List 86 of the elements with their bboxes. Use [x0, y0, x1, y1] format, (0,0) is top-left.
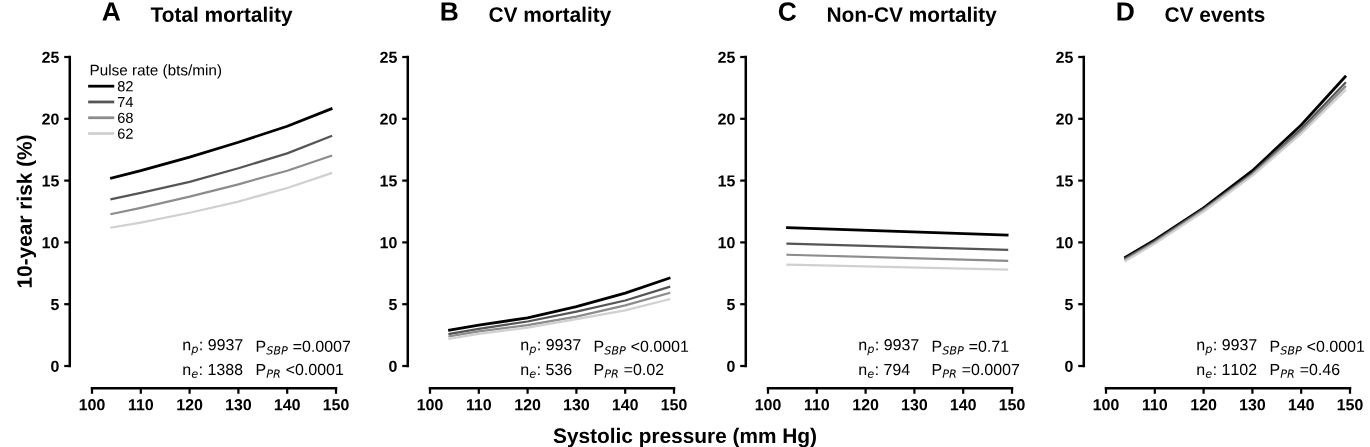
y-tick-label: 10	[718, 237, 735, 249]
y-tick-label: 20	[42, 113, 59, 125]
annotation: P$_{PR}$ =0.46	[1270, 363, 1340, 378]
y-tick-label: 10	[1056, 237, 1073, 249]
annotation: n$_{e}$: 536	[521, 363, 572, 378]
legend-label: 62	[117, 128, 133, 139]
annotation: n$_{e}$: 794	[859, 363, 910, 378]
x-tick-label: 110	[804, 399, 830, 411]
annotation: n$_{p}$: 9937	[183, 339, 243, 356]
annotation: P$_{SBP}$ <0.0001	[1270, 340, 1365, 355]
x-tick-label: 130	[902, 399, 928, 411]
x-tick-label: 150	[323, 399, 349, 411]
annotation: P$_{PR}$ =0.02	[594, 363, 664, 378]
y-tick-label: 15	[718, 175, 735, 187]
x-tick-label: 150	[661, 399, 687, 411]
y-tick-label: 5	[726, 299, 735, 311]
y-tick-label: 0	[51, 360, 59, 372]
x-tick-label: 140	[612, 399, 638, 411]
annotation: n$_{p}$: 9937	[859, 339, 919, 356]
legend-title: Pulse rate (bts/min)	[90, 64, 222, 79]
annotation: P$_{SBP}$ <0.0001	[594, 340, 689, 355]
y-tick-label: 15	[380, 175, 397, 187]
x-tick-label: 140	[950, 399, 976, 411]
chart-subtitle: Total mortality	[150, 6, 293, 27]
line-series	[110, 154, 333, 216]
annotation: P$_{PR}$ =0.0007	[932, 363, 1020, 378]
x-tick-label: 110	[466, 399, 492, 411]
x-tick-label: 110	[1142, 399, 1168, 411]
y-tick-label: 0	[389, 360, 397, 372]
annotation: n$_{e}$: 1102	[1197, 363, 1257, 378]
x-tick-label: 120	[177, 399, 203, 411]
line-series	[110, 172, 333, 229]
x-tick-label: 130	[226, 399, 252, 411]
x-tick-label: 140	[274, 399, 300, 411]
y-tick-label: 10	[42, 237, 59, 249]
y-tick-label: 15	[42, 175, 59, 187]
y-tick-label: 25	[1056, 51, 1073, 63]
x-tick-label: 150	[1337, 399, 1363, 411]
annotation: P$_{PR}$ <0.0001	[256, 363, 344, 378]
y-tick-label: 10	[380, 237, 397, 249]
annotation: n$_{p}$: 9937	[521, 339, 581, 356]
y-tick-label: 20	[718, 113, 735, 125]
line-series	[110, 107, 333, 180]
line-series	[448, 298, 671, 340]
x-tick-label: 120	[853, 399, 879, 411]
y-tick-label: 25	[718, 51, 735, 63]
chart-title: C	[778, 2, 797, 21]
x-tick-label: 150	[999, 399, 1025, 411]
y-tick-label: 20	[380, 113, 397, 125]
line-series	[448, 285, 671, 335]
x-tick-label: 140	[1288, 399, 1314, 411]
chart-subtitle: CV events	[1165, 7, 1265, 22]
chart-subtitle: Non-CV mortality	[827, 6, 997, 27]
y-tick-label: 5	[388, 299, 397, 311]
x-tick-label: 120	[1191, 399, 1217, 411]
x-tick-label: 130	[564, 399, 590, 411]
y-tick-label: 25	[42, 51, 59, 63]
x-tick-label: 130	[1240, 399, 1266, 411]
x-tick-label: 100	[1093, 399, 1119, 411]
line-series	[448, 276, 671, 332]
annotation: n$_{e}$: 1388	[183, 363, 243, 378]
y-tick-label: 20	[1056, 113, 1073, 125]
legend-label: 68	[117, 112, 133, 123]
legend-label: 82	[117, 81, 133, 92]
annotation: P$_{SBP}$ =0.71	[932, 340, 1009, 355]
legend-label: 74	[117, 97, 134, 108]
y-tick-label: 15	[1056, 175, 1073, 187]
y-axis-title: 10-year risk (%)	[16, 135, 37, 288]
chart-title: A	[102, 2, 121, 21]
chart-subtitle: CV mortality	[489, 6, 612, 27]
x-tick-label: 110	[128, 399, 154, 411]
chart-title: B	[441, 2, 458, 21]
annotation: n$_{p}$: 9937	[1197, 339, 1257, 356]
y-tick-label: 0	[1065, 360, 1073, 372]
y-tick-label: 25	[380, 51, 397, 63]
y-tick-label: 5	[50, 299, 59, 311]
y-tick-label: 0	[727, 360, 735, 372]
chart-title: D	[1117, 2, 1134, 21]
y-tick-label: 5	[1064, 299, 1073, 311]
line-series	[448, 291, 671, 338]
x-tick-label: 100	[417, 399, 443, 411]
x-axis-title: Systolic pressure (mm Hg)	[553, 427, 816, 447]
x-tick-label: 100	[79, 399, 105, 411]
x-tick-label: 120	[515, 399, 541, 411]
annotation: P$_{SBP}$ =0.0007	[256, 340, 351, 355]
x-tick-label: 100	[755, 399, 781, 411]
